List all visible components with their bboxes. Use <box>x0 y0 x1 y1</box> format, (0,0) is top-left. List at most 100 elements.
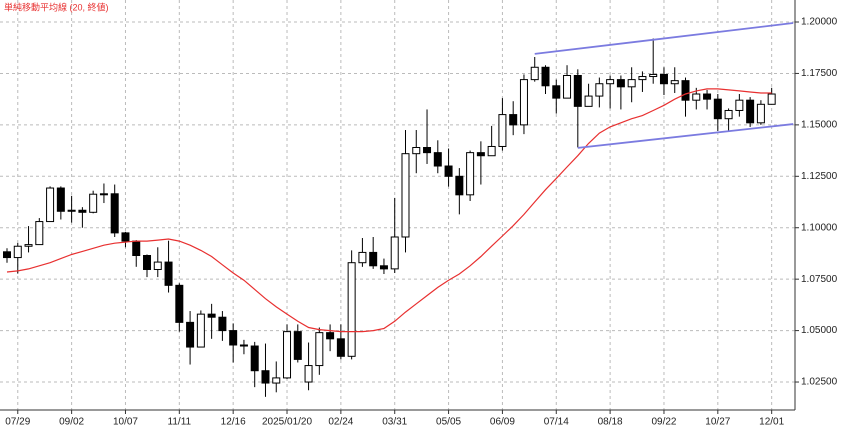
candle-body <box>315 332 324 367</box>
candle-body <box>724 109 733 120</box>
candle-body <box>336 338 345 357</box>
candle-body <box>476 152 485 157</box>
candle-body <box>487 145 496 157</box>
candle-body <box>46 187 55 223</box>
candle-body <box>659 73 668 85</box>
candle-body <box>606 79 615 85</box>
candle-body <box>272 377 281 384</box>
candle-body <box>401 153 410 238</box>
candle-body <box>121 232 130 242</box>
candle-body <box>466 152 475 196</box>
candle-body <box>358 251 367 264</box>
candle-body <box>3 251 11 259</box>
y-tick-label: 1.15000 <box>801 120 838 131</box>
candle-body <box>433 152 442 167</box>
candle-body <box>132 240 141 257</box>
candle-body <box>509 114 518 126</box>
x-tick-label: 07/14 <box>544 417 569 428</box>
candle-body <box>390 236 399 270</box>
candle-body <box>110 193 119 234</box>
candle-body <box>196 313 205 348</box>
candle-body <box>175 284 184 323</box>
candle-body <box>56 187 65 212</box>
candle-body <box>498 114 507 147</box>
y-tick-label: 1.12500 <box>801 171 838 182</box>
candle-body <box>218 316 227 332</box>
x-tick-label: 10/07 <box>113 417 138 428</box>
candle-body <box>24 244 33 247</box>
candle-body <box>756 103 765 124</box>
candle-body <box>703 93 712 100</box>
candle-body <box>767 93 776 105</box>
y-tick-label: 1.17500 <box>801 68 838 79</box>
candle-body <box>229 330 238 346</box>
candle-body <box>369 251 378 267</box>
candle-body <box>13 245 22 259</box>
x-tick-label: 11/11 <box>168 417 192 428</box>
candle-body <box>455 175 464 196</box>
candle-body <box>444 165 453 177</box>
sma-line <box>6 88 772 333</box>
x-tick-label: 09/22 <box>651 417 676 428</box>
candle-body <box>412 147 421 155</box>
x-tick-label: 12/16 <box>221 417 246 428</box>
candle-body <box>164 261 173 286</box>
x-tick-label: 08/18 <box>598 417 623 428</box>
candle-body <box>552 85 561 99</box>
candle-body <box>573 74 582 107</box>
candle-body <box>347 262 356 357</box>
y-tick-label: 1.07500 <box>801 274 838 285</box>
candle-body <box>681 80 690 101</box>
x-tick-label: 05/05 <box>436 417 461 428</box>
trend-line <box>534 22 794 55</box>
candle-body <box>186 321 195 348</box>
x-tick-label: 12/01 <box>759 417 784 428</box>
candle-body <box>67 209 76 212</box>
candle-body <box>326 332 335 340</box>
candle-body <box>541 66 550 87</box>
candle-body <box>670 80 679 85</box>
x-tick-label: 09/02 <box>59 417 84 428</box>
candle-body <box>207 313 216 318</box>
candle-body <box>261 370 270 384</box>
candle-body <box>153 261 162 270</box>
candle-body <box>530 66 539 81</box>
x-tick-label: 06/09 <box>490 417 515 428</box>
candle-body <box>563 74 572 99</box>
candle-body <box>35 221 44 246</box>
candle-body <box>89 193 98 213</box>
y-tick-label: 1.02500 <box>801 377 838 388</box>
candle-body <box>78 209 87 213</box>
candle-body <box>250 345 259 372</box>
candle-body <box>423 147 432 154</box>
x-tick-label: 03/31 <box>382 417 407 428</box>
y-tick-label: 1.20000 <box>801 17 838 28</box>
candle-body <box>735 99 744 111</box>
legend-label: 単純移動平均線 (20, 終値) <box>4 1 109 12</box>
candle-body <box>99 193 108 196</box>
candle-body <box>379 265 388 270</box>
candle-body <box>616 79 625 88</box>
candle-body <box>519 79 528 126</box>
y-tick-label: 1.05000 <box>801 325 838 336</box>
candle-body <box>293 331 302 360</box>
candle-body <box>638 76 647 81</box>
candle-body <box>595 83 604 97</box>
candle-body <box>304 365 313 383</box>
candle-body <box>713 98 722 120</box>
candle-body <box>283 331 292 379</box>
candle-body <box>239 344 248 347</box>
y-tick-label: 1.10000 <box>801 222 838 233</box>
candle-body <box>143 255 152 270</box>
candle-body <box>584 95 593 107</box>
x-tick-label: 10/27 <box>705 417 730 428</box>
x-tick-label: 02/24 <box>328 417 353 428</box>
candle-body <box>746 99 755 124</box>
candle-body <box>649 73 658 78</box>
candle-body <box>627 79 636 88</box>
trend-line <box>577 123 794 149</box>
x-tick-label: 2025/01/20 <box>262 417 312 428</box>
candle-body <box>692 93 701 101</box>
